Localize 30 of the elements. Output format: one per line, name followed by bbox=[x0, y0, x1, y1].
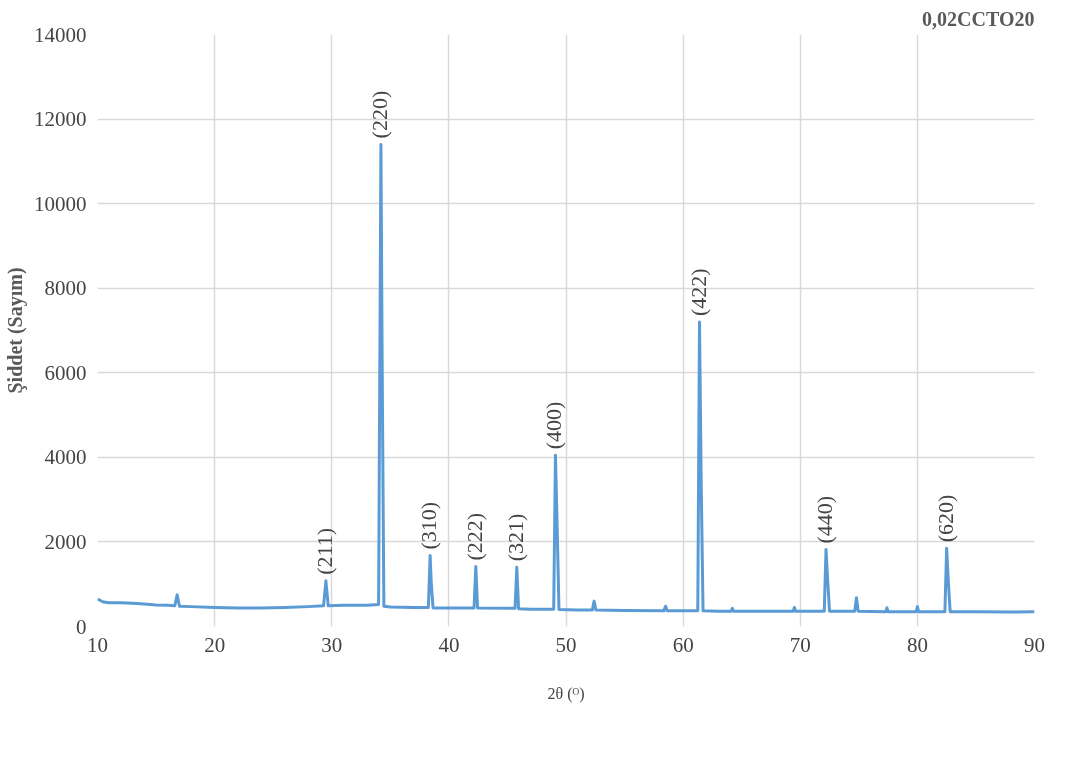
y-tick-label: 12000 bbox=[34, 107, 87, 132]
x-tick-label: 60 bbox=[672, 632, 694, 657]
annotation: (321) bbox=[502, 513, 528, 562]
annotation: (310) bbox=[416, 501, 442, 550]
y-tick-label: 4000 bbox=[44, 445, 87, 470]
annotation: (220) bbox=[366, 90, 392, 139]
y-tick-label: 10000 bbox=[34, 191, 87, 216]
x-tick-label: 40 bbox=[438, 632, 460, 657]
y-axis-title: Şiddet (Sayım) bbox=[4, 267, 27, 394]
y-tick-label: 14000 bbox=[34, 22, 87, 47]
x-tick-label: 20 bbox=[204, 632, 226, 657]
line-series bbox=[97, 142, 1035, 614]
chart-title: 0,02CCTO20 bbox=[922, 7, 1035, 30]
y-tick-label: 8000 bbox=[44, 276, 87, 301]
annotation: (400) bbox=[541, 401, 567, 450]
x-axis-title: 2θ (ᴼ) bbox=[547, 684, 585, 703]
y-tick-label: 2000 bbox=[44, 529, 87, 554]
x-tick-label: 30 bbox=[321, 632, 343, 657]
x-tick-label: 50 bbox=[555, 632, 577, 657]
y-tick-label: 0 bbox=[76, 614, 87, 639]
x-tick-label: 70 bbox=[789, 632, 811, 657]
annotation: (222) bbox=[461, 512, 487, 561]
x-tick-label: 80 bbox=[906, 632, 928, 657]
x-tick-label: 90 bbox=[1024, 632, 1045, 657]
annotation: (440) bbox=[812, 495, 838, 544]
annotation: (211) bbox=[311, 527, 337, 575]
annotation: (620) bbox=[932, 494, 958, 543]
x-tick-label: 10 bbox=[87, 632, 108, 657]
annotation: (422) bbox=[685, 268, 711, 317]
y-tick-label: 6000 bbox=[44, 360, 87, 385]
